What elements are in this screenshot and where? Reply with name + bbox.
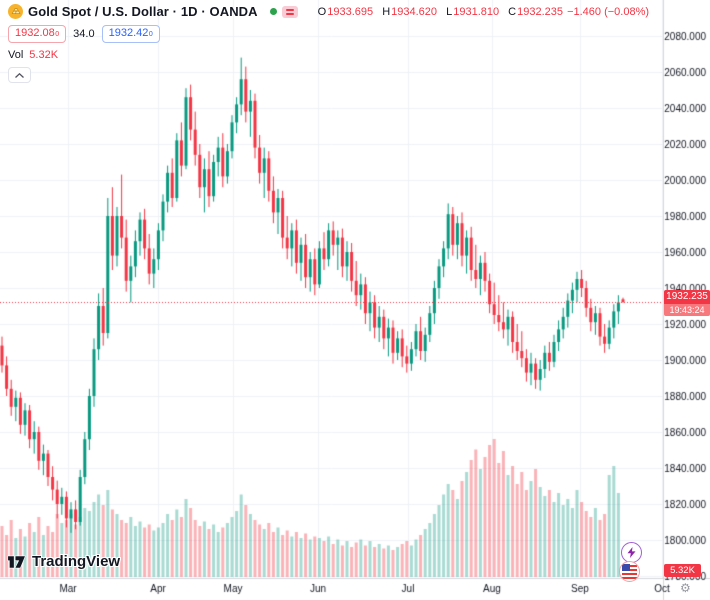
gold-symbol-icon xyxy=(8,4,23,19)
chevron-up-icon xyxy=(15,72,24,78)
axis-settings-gear-icon[interactable]: ⚙ xyxy=(680,581,691,595)
market-status-dot-icon xyxy=(269,8,277,15)
tradingview-logo-text: TradingView xyxy=(32,553,121,570)
close-label: C xyxy=(508,5,517,18)
bar-countdown-timer: 19:43:24 xyxy=(664,303,710,316)
bid-ask-row: 1932.08 0 34.0 1932.42 0 xyxy=(8,25,649,43)
volume-value: 5.32K xyxy=(29,49,59,61)
symbol-title[interactable]: Gold Spot / U.S. Dollar · 1D · OANDA xyxy=(28,4,258,19)
open-value: 1933.695 xyxy=(327,5,374,18)
lightning-icon xyxy=(627,547,636,558)
instant-trading-button[interactable] xyxy=(621,542,642,563)
volume-axis-badge: 5.32K xyxy=(664,564,701,577)
high-label: H xyxy=(382,5,391,18)
economic-events-button[interactable] xyxy=(619,561,640,582)
change-value: −1.460 (−0.08%) xyxy=(567,5,650,18)
close-value: 1932.235 xyxy=(517,5,564,18)
last-price-badge: 1932.235 19:43:24 xyxy=(664,289,710,316)
open-label: O xyxy=(317,5,327,18)
chart-legend: Gold Spot / U.S. Dollar · 1D · OANDA O19… xyxy=(8,4,649,83)
low-label: L xyxy=(446,5,453,18)
tradingview-mark-icon xyxy=(7,555,26,568)
spread-value: 34.0 xyxy=(73,28,95,40)
last-price-value: 1932.235 xyxy=(664,289,710,304)
collapse-legend-button[interactable] xyxy=(8,67,31,83)
tradingview-logo[interactable]: TradingView xyxy=(7,553,120,570)
ohlc-values: O1933.695 H1934.620 L1931.810 C1932.235 … xyxy=(312,6,649,18)
sell-bid-button[interactable]: 1932.08 0 xyxy=(8,25,67,43)
buy-ask-button[interactable]: 1932.42 0 xyxy=(101,25,160,43)
legend-title-row: Gold Spot / U.S. Dollar · 1D · OANDA O19… xyxy=(8,4,649,19)
ideas-badge-icon[interactable] xyxy=(281,5,298,18)
volume-label: Vol xyxy=(8,49,24,61)
low-value: 1931.810 xyxy=(453,5,500,18)
us-flag-icon xyxy=(622,564,637,579)
high-value: 1934.620 xyxy=(391,5,438,18)
volume-legend-row: Vol 5.32K xyxy=(8,49,649,61)
